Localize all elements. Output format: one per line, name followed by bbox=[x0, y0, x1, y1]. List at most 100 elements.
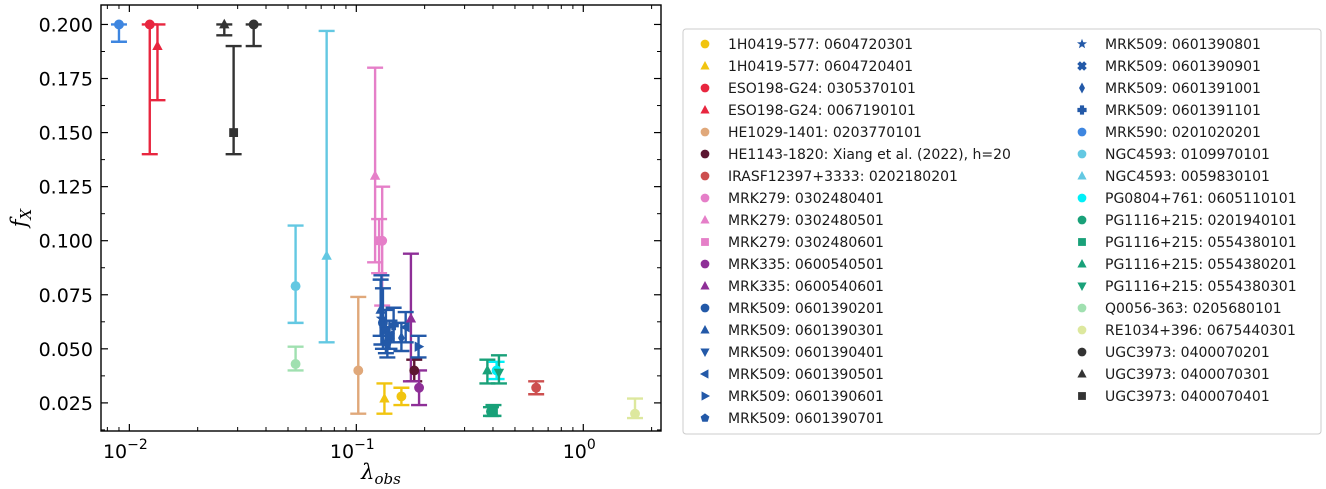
data-point-circle bbox=[114, 19, 124, 30]
legend-item: MRK279: 0302480401 bbox=[700, 191, 884, 207]
legend: 1H0419-577: 0604720301 1H0419-577: 060472… bbox=[682, 28, 1322, 435]
data-point-triangle-up bbox=[379, 392, 390, 403]
legend-label: MRK590: 0201020201 bbox=[1105, 125, 1261, 141]
data-point-square bbox=[229, 128, 239, 138]
error-bar bbox=[225, 44, 242, 156]
legend-label: PG1116+215: 0554380101 bbox=[1105, 235, 1297, 251]
legend-marker-triangle-up bbox=[700, 324, 710, 334]
data-point-triangle-down bbox=[493, 368, 505, 379]
data-point-circle bbox=[414, 382, 425, 393]
marker-layer bbox=[114, 18, 640, 419]
y-tick-label: 0.100 bbox=[39, 231, 93, 253]
legend-label: MRK335: 0600540601 bbox=[728, 279, 884, 295]
y-tick-label: 0.175 bbox=[39, 69, 93, 91]
legend-marker-triangle-up bbox=[700, 214, 710, 224]
legend-marker-x bbox=[1077, 61, 1087, 71]
legend-item: MRK335: 0600540501 bbox=[700, 257, 884, 273]
legend-marker-square bbox=[701, 238, 709, 246]
legend-label: PG1116+215: 0554380201 bbox=[1105, 257, 1297, 273]
data-point-triangle-right bbox=[414, 341, 425, 352]
legend-item: MRK509: 0601390901 bbox=[1077, 59, 1261, 75]
y-tick-label: 0.025 bbox=[39, 393, 93, 415]
legend-item: ESO198-G24: 0067190101 bbox=[700, 103, 916, 119]
legend-item: Q0056-363: 0205680101 bbox=[1077, 301, 1282, 317]
y-tick-label: 0.200 bbox=[39, 14, 93, 36]
legend-label: MRK509: 0601390901 bbox=[1105, 59, 1261, 75]
legend-marker-circle bbox=[700, 303, 710, 313]
data-point-triangle-up bbox=[482, 364, 493, 375]
legend-marker-diamond bbox=[1079, 82, 1085, 94]
data-point-plus bbox=[388, 319, 399, 331]
legend-label: HE1143-1820: Xiang et al. (2022), h=20 bbox=[728, 147, 1011, 163]
legend-marker-plus bbox=[1077, 105, 1087, 115]
x-axis-label: λobs bbox=[360, 460, 401, 488]
legend-marker-circle bbox=[700, 83, 710, 93]
legend-label: MRK509: 0601391001 bbox=[1105, 81, 1261, 97]
legend-label: MRK509: 0601390201 bbox=[728, 301, 884, 317]
legend-label: ESO198-G24: 0305370101 bbox=[728, 81, 916, 97]
x-tick-label: 10−1 bbox=[330, 437, 375, 463]
legend-label: HE1029-1401: 0203770101 bbox=[728, 125, 922, 141]
legend-item: IRASF12397+3333: 0202180201 bbox=[700, 169, 958, 185]
legend-marker-circle bbox=[1077, 193, 1087, 203]
legend-label: MRK509: 0601390801 bbox=[1105, 37, 1261, 53]
legend-label: PG0804+761: 0605110101 bbox=[1105, 191, 1297, 207]
legend-item: NGC4593: 0109970101 bbox=[1077, 147, 1270, 163]
legend-label: MRK335: 0600540501 bbox=[728, 257, 884, 273]
legend-label: MRK279: 0302480501 bbox=[728, 213, 884, 229]
legend-label: MRK279: 0302480601 bbox=[728, 235, 884, 251]
legend-label: 1H0419-577: 0604720401 bbox=[728, 59, 913, 75]
legend-label: PG1116+215: 0201940101 bbox=[1105, 213, 1297, 229]
legend-item: MRK509: 0601390401 bbox=[700, 345, 884, 361]
legend-item: MRK279: 0302480501 bbox=[700, 213, 884, 229]
legend-marker-square bbox=[1078, 392, 1086, 400]
legend-marker-circle bbox=[1077, 303, 1087, 313]
data-point-circle bbox=[409, 365, 420, 376]
legend-label: IRASF12397+3333: 0202180201 bbox=[728, 169, 958, 185]
legend-marker-triangle-up bbox=[1077, 368, 1087, 378]
legend-marker-pentagon bbox=[700, 413, 710, 422]
data-point-triangle-up bbox=[369, 170, 381, 180]
legend-item: 1H0419-577: 0604720301 bbox=[700, 37, 913, 53]
data-point-triangle-left bbox=[399, 322, 410, 333]
legend-item: MRK509: 0601391101 bbox=[1077, 103, 1261, 119]
legend-item: HE1029-1401: 0203770101 bbox=[700, 125, 922, 141]
y-tick-label: 0.050 bbox=[39, 339, 93, 361]
data-point-triangle-up bbox=[375, 304, 386, 314]
legend-item: PG1116+215: 0554380101 bbox=[1078, 235, 1297, 251]
legend-label: Q0056-363: 0205680101 bbox=[1105, 301, 1282, 317]
error-bar bbox=[367, 66, 384, 264]
error-bar bbox=[350, 295, 367, 415]
legend-item: RE1034+396: 0675440301 bbox=[1077, 323, 1296, 339]
legend-marker-circle bbox=[700, 259, 710, 269]
legend-marker-triangle-up bbox=[1077, 258, 1087, 268]
legend-item: PG0804+761: 0605110101 bbox=[1077, 191, 1297, 207]
legend-marker-triangle-right bbox=[701, 391, 711, 401]
legend-marker-circle bbox=[700, 193, 710, 203]
data-point-triangle-up bbox=[321, 250, 332, 260]
legend-label: MRK509: 0601390401 bbox=[728, 345, 884, 361]
legend-marker-circle bbox=[700, 171, 710, 181]
data-point-triangle-up bbox=[152, 40, 163, 50]
error-bar bbox=[371, 217, 388, 275]
legend-item: MRK509: 0601390201 bbox=[700, 301, 884, 317]
legend-item: UGC3973: 0400070401 bbox=[1078, 389, 1270, 405]
legend-label: MRK509: 0601390701 bbox=[728, 411, 884, 427]
legend-label: NGC4593: 0109970101 bbox=[1105, 147, 1270, 163]
legend-marker-square bbox=[1078, 238, 1086, 246]
legend-marker-triangle-down bbox=[1077, 282, 1087, 292]
data-point-pentagon bbox=[382, 337, 393, 347]
y-tick-label: 0.075 bbox=[39, 285, 93, 307]
legend-item: ESO198-G24: 0305370101 bbox=[700, 81, 916, 97]
legend-marker-circle bbox=[1077, 215, 1087, 225]
error-bar bbox=[141, 23, 158, 156]
legend-box bbox=[682, 28, 1322, 435]
legend-item: MRK279: 0302480601 bbox=[701, 235, 884, 251]
legend-item: PG1116+215: 0554380301 bbox=[1077, 279, 1297, 295]
data-point-circle bbox=[248, 19, 259, 30]
legend-item: MRK335: 0600540601 bbox=[700, 279, 884, 295]
legend-item: 1H0419-577: 0604720401 bbox=[700, 59, 913, 75]
legend-item: MRK509: 0601390601 bbox=[701, 389, 884, 405]
data-point-circle bbox=[630, 408, 640, 419]
